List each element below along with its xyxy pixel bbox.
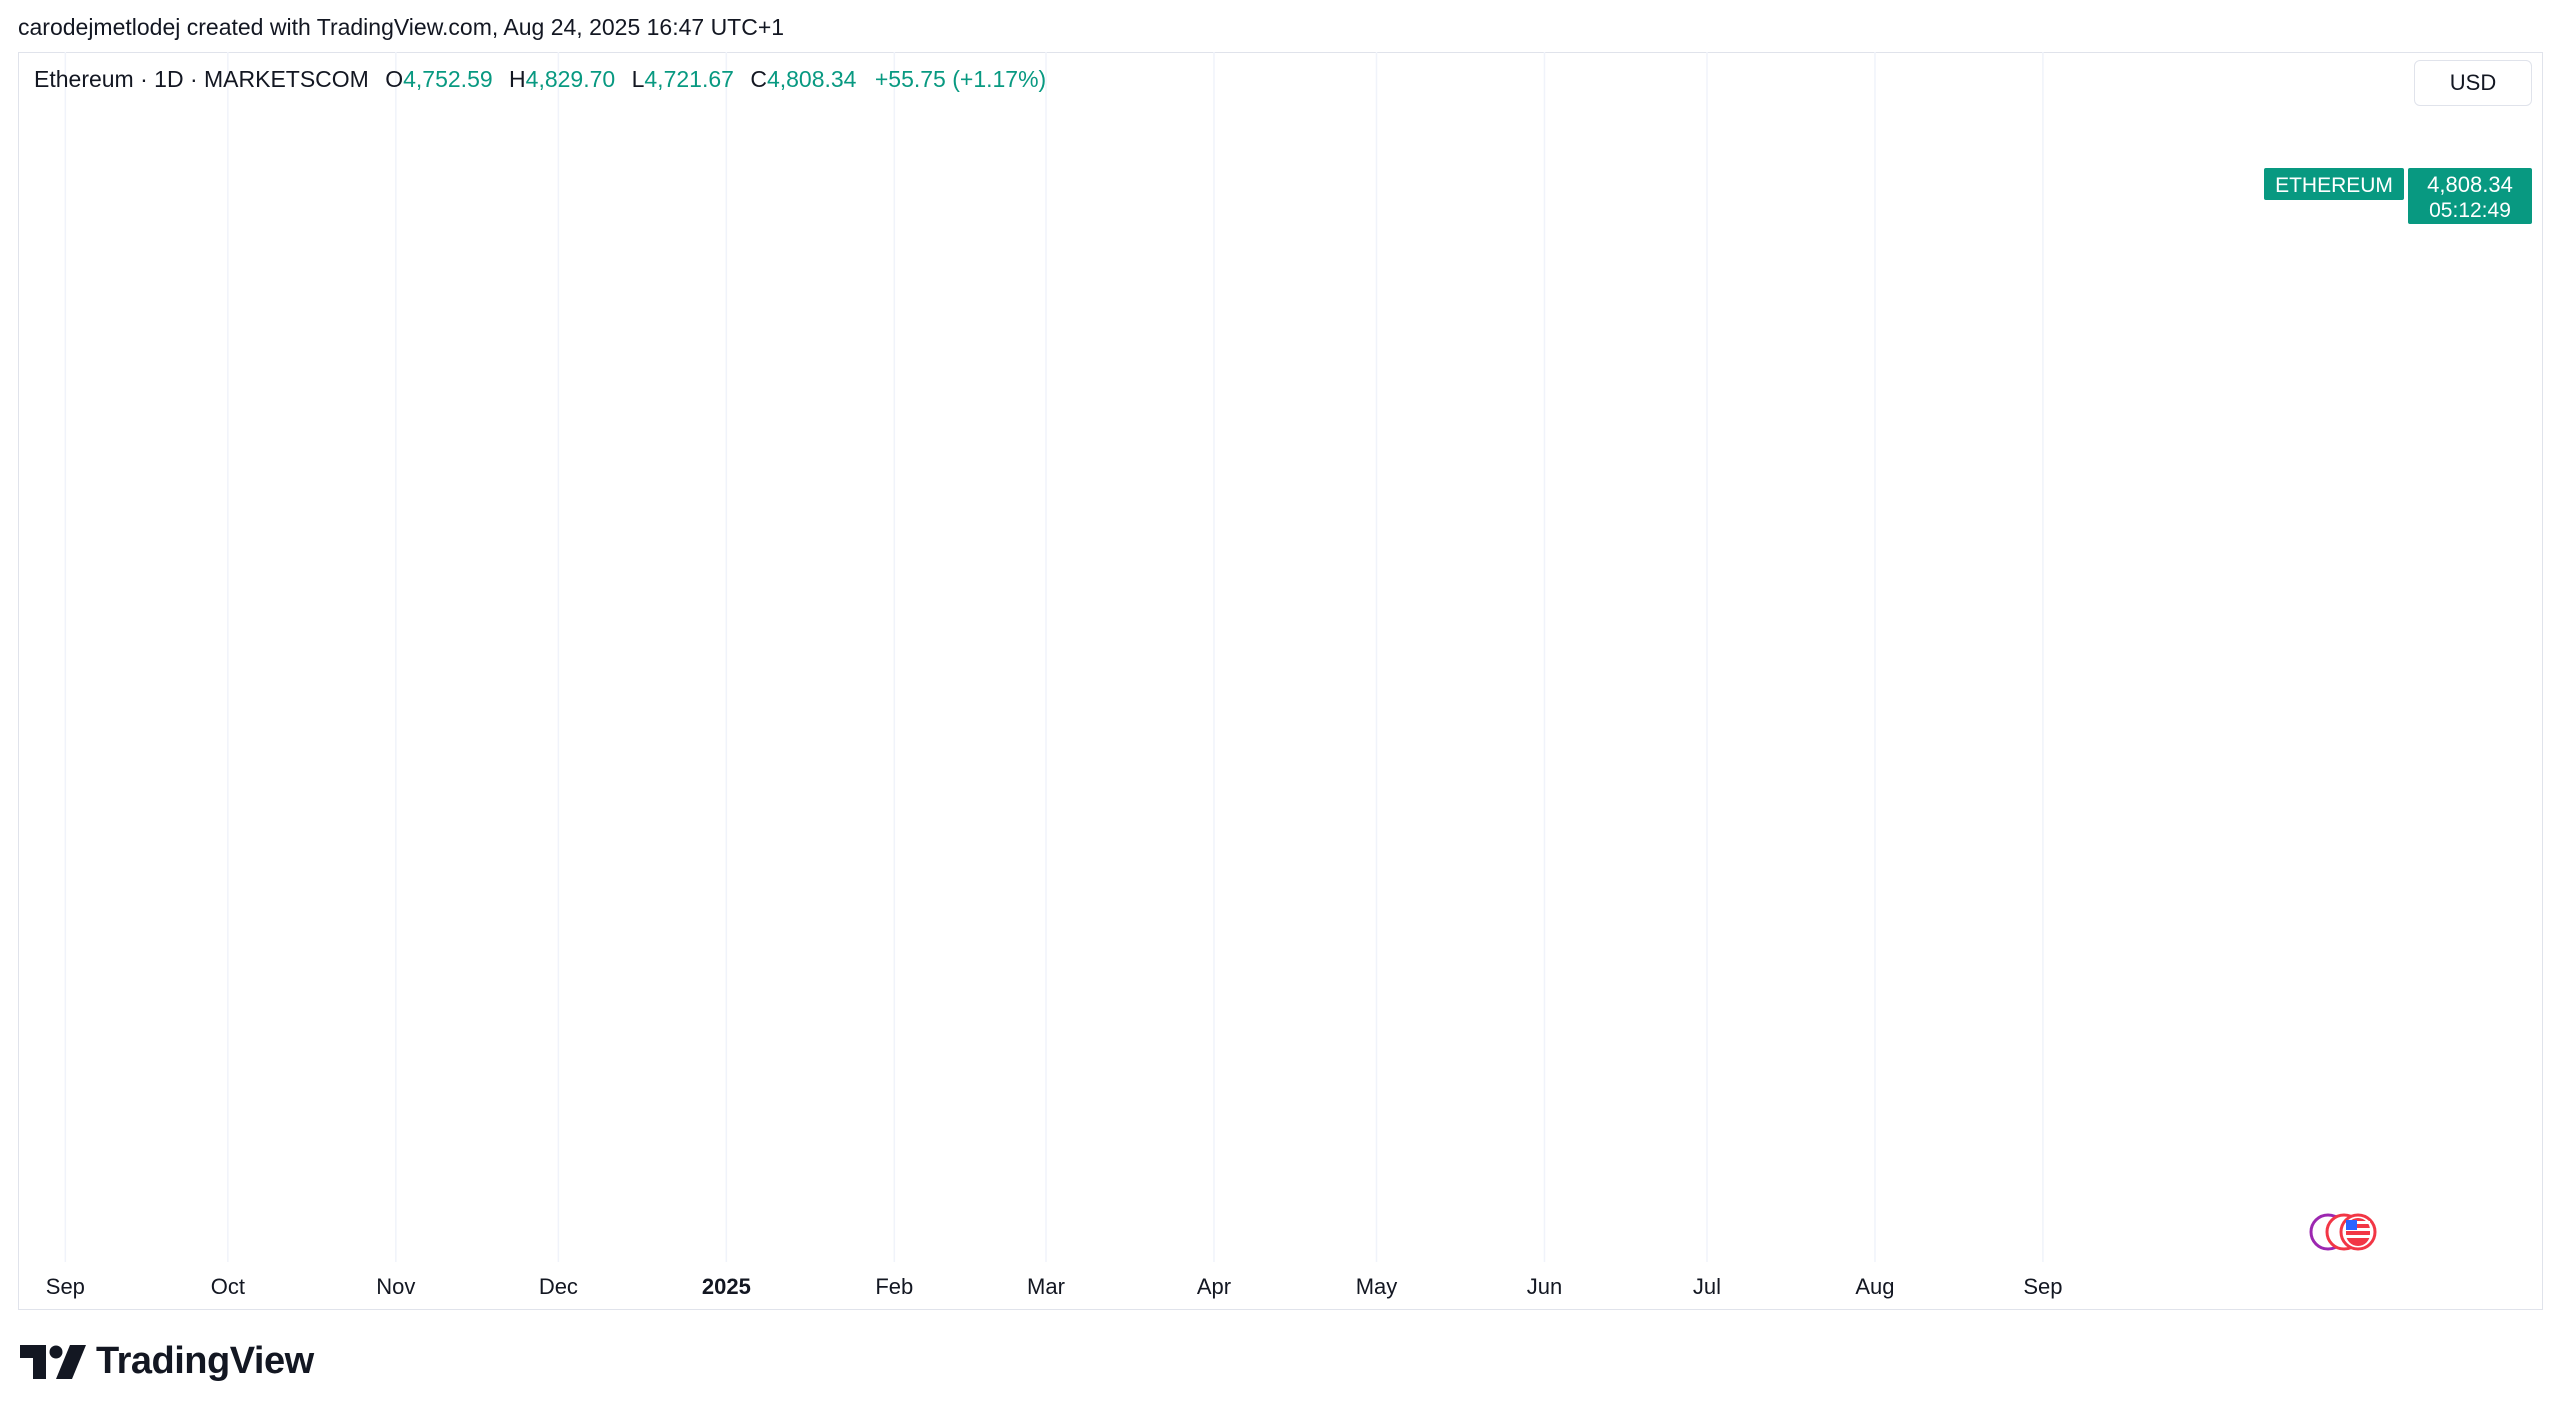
low-label: L bbox=[631, 66, 645, 92]
x-tick-label: 2025 bbox=[702, 1274, 751, 1299]
x-tick-label: Nov bbox=[376, 1274, 415, 1299]
high-label: H bbox=[509, 66, 526, 92]
x-tick-label: Dec bbox=[539, 1274, 578, 1299]
symbol-legend: Ethereum · 1D · MARKETSCOM O4,752.59 H4,… bbox=[34, 66, 1046, 93]
high-value: 4,829.70 bbox=[525, 66, 616, 92]
x-tick-label: May bbox=[1356, 1274, 1398, 1299]
x-tick-label: Feb bbox=[875, 1274, 913, 1299]
price-tag-countdown: 05:12:49 bbox=[2429, 199, 2511, 222]
open-value: 4,752.59 bbox=[403, 66, 493, 92]
chart-grid bbox=[64, 52, 2044, 1262]
tradingview-logo[interactable]: TradingView bbox=[20, 1340, 314, 1383]
x-tick-label: Oct bbox=[211, 1274, 245, 1299]
symbol-name[interactable]: Ethereum · 1D · MARKETSCOM bbox=[34, 66, 369, 92]
last-price-tag[interactable]: ETHEREUM 4,808.34 05:12:49 bbox=[2264, 168, 2532, 224]
x-tick-label: Sep bbox=[46, 1274, 85, 1299]
low-value: 4,721.67 bbox=[644, 66, 734, 92]
chart-frame bbox=[18, 52, 2543, 1310]
change-value: +55.75 (+1.17%) bbox=[874, 66, 1047, 92]
event-flags-icon[interactable] bbox=[2309, 1213, 2377, 1251]
symbol-tag-bg bbox=[2264, 168, 2404, 200]
x-tick-label: Jul bbox=[1693, 1274, 1721, 1299]
price-tag-value: 4,808.34 bbox=[2427, 172, 2513, 197]
tradingview-brand: TradingView bbox=[96, 1340, 314, 1382]
x-tick-label: Aug bbox=[1855, 1274, 1894, 1299]
x-tick-label: Apr bbox=[1197, 1274, 1231, 1299]
open-label: O bbox=[385, 66, 404, 92]
time-axis: Sep Oct Nov Dec 2025 Feb Mar Apr May Jun Jul Aug Sep bbox=[46, 1274, 2063, 1299]
close-label: C bbox=[750, 66, 767, 92]
chart-credit: carodejmetlodej created with TradingView… bbox=[18, 14, 785, 40]
symbol-tag-label: ETHEREUM bbox=[2275, 174, 2393, 197]
currency-button[interactable]: USD bbox=[2414, 60, 2532, 106]
tradingview-logo-icon bbox=[20, 1344, 86, 1379]
x-tick-label: Jun bbox=[1527, 1274, 1562, 1299]
price-tag-bg bbox=[2408, 168, 2532, 224]
x-tick-label: Mar bbox=[1027, 1274, 1065, 1299]
x-tick-label: Sep bbox=[2023, 1274, 2062, 1299]
close-value: 4,808.34 bbox=[766, 66, 857, 92]
